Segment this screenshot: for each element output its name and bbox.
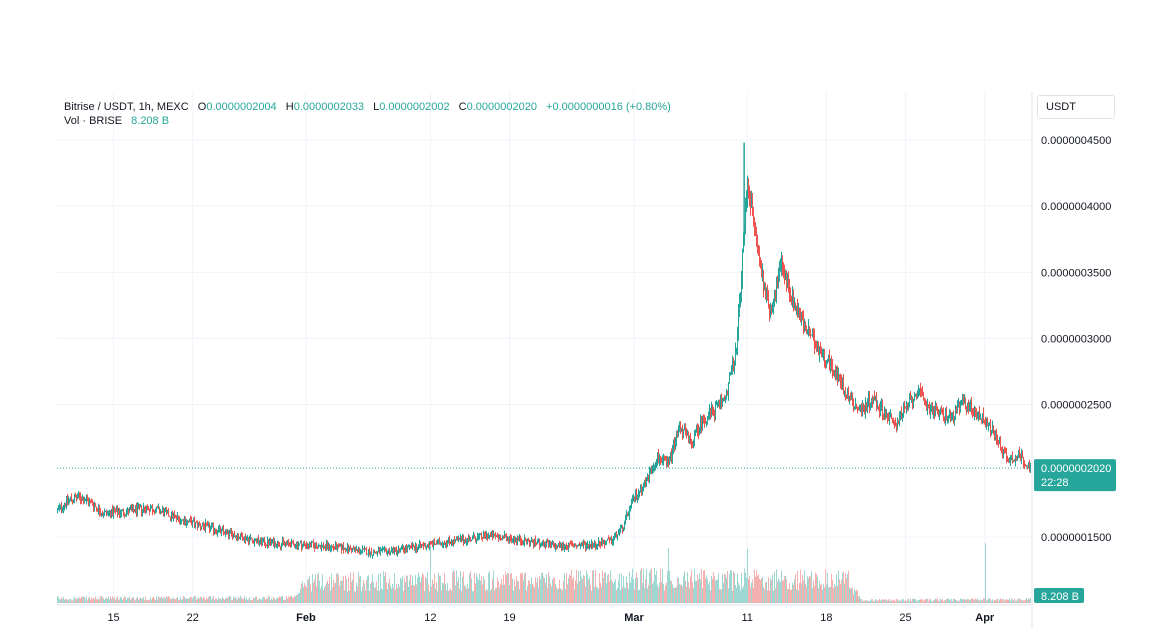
y-tick-label: 0.0000001500	[1041, 532, 1111, 544]
chart-legend: Bitrise / USDT, 1h, MEXC O0.0000002004 H…	[64, 100, 671, 128]
y-tick-label: 0.0000002500	[1041, 400, 1111, 412]
x-tick-label: 11	[741, 612, 752, 624]
volume-bars	[57, 543, 1031, 603]
x-tick-label: Apr	[975, 612, 995, 624]
x-tick-label: 15	[107, 612, 119, 624]
volume-tag-value: 8.208 B	[1041, 591, 1079, 603]
y-tick-label: 0.0000003500	[1041, 267, 1111, 279]
chart-grid	[57, 92, 1032, 605]
volume-value: 8.208 B	[131, 115, 170, 127]
last-price-tag	[1034, 459, 1116, 492]
time-axis[interactable]: 15 22 Feb 12 19 Mar 11 18 25 Apr	[57, 604, 1032, 624]
open-label: O	[197, 101, 207, 113]
last-price-tag-value: 0.0000002020	[1041, 463, 1111, 475]
currency-button[interactable]: USDT	[1037, 95, 1115, 119]
change-value: +0.0000000016 (+0.80%)	[546, 101, 671, 113]
ohlc-row: Bitrise / USDT, 1h, MEXC O0.0000002004 H…	[64, 100, 671, 114]
close-value: 0.0000002020	[466, 101, 537, 113]
volume-label[interactable]: Vol · BRISE	[64, 115, 123, 127]
x-tick-label: Feb	[296, 612, 316, 624]
symbol-label[interactable]: Bitrise / USDT, 1h, MEXC	[64, 101, 189, 113]
y-tick-label: 0.0000003000	[1041, 334, 1111, 346]
y-tick-label: 0.0000004000	[1041, 201, 1111, 213]
x-tick-label: 22	[187, 612, 199, 624]
volume-row: Vol · BRISE 8.208 B	[64, 114, 671, 128]
price-axis[interactable]: 0.0000004500 0.0000004000 0.0000003500 0.00…	[1031, 92, 1111, 628]
high-label: H	[285, 101, 294, 113]
low-value: 0.0000002002	[379, 101, 450, 113]
x-tick-label: 18	[820, 612, 832, 624]
close-label: C	[458, 101, 467, 113]
candles	[57, 142, 1031, 559]
open-value: 0.0000002004	[206, 101, 277, 113]
x-tick-label: 12	[424, 612, 436, 624]
x-tick-label: 19	[503, 612, 515, 624]
price-tags: 0.0000002020 22:28 8.208 B	[1034, 459, 1116, 603]
y-tick-label: 0.0000004500	[1041, 135, 1111, 147]
volume-tag	[1034, 588, 1084, 603]
x-tick-label: Mar	[624, 612, 644, 624]
high-value: 0.0000002033	[293, 101, 365, 113]
x-tick-label: 25	[899, 612, 911, 624]
low-label: L	[373, 101, 380, 113]
last-price-countdown: 22:28	[1041, 477, 1069, 489]
